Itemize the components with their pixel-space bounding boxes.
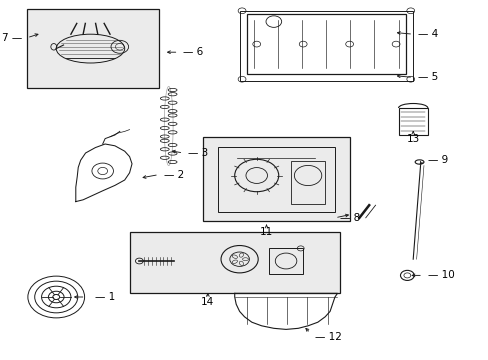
Text: 14: 14 <box>201 297 214 307</box>
Bar <box>217 147 334 211</box>
Bar <box>203 137 349 221</box>
Text: — 12: — 12 <box>315 332 342 342</box>
Bar <box>290 161 325 204</box>
Bar <box>239 11 412 81</box>
Text: 13: 13 <box>406 134 419 144</box>
Text: — 2: — 2 <box>163 170 183 180</box>
Text: — 3: — 3 <box>188 148 208 158</box>
Bar <box>268 248 303 274</box>
Bar <box>398 108 427 135</box>
Text: 7 —: 7 — <box>2 33 22 43</box>
Bar <box>246 14 405 74</box>
Text: — 4: — 4 <box>417 29 437 39</box>
Text: — 8: — 8 <box>339 213 359 223</box>
Text: — 5: — 5 <box>417 72 437 82</box>
Text: — 6: — 6 <box>183 47 203 57</box>
Text: 11: 11 <box>259 227 273 237</box>
Bar <box>129 232 339 293</box>
Bar <box>27 9 159 88</box>
Text: — 10: — 10 <box>427 270 454 280</box>
Text: — 9: — 9 <box>427 155 447 165</box>
Text: — 1: — 1 <box>95 292 115 302</box>
